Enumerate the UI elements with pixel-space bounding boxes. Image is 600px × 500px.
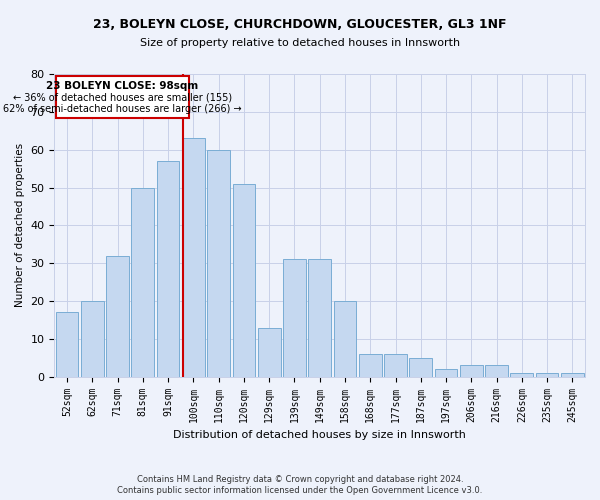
Bar [81,301,104,376]
Bar [511,373,533,376]
Bar [182,138,205,376]
Bar [485,366,508,376]
Bar [131,188,154,376]
Bar [359,354,382,376]
Text: 23, BOLEYN CLOSE, CHURCHDOWN, GLOUCESTER, GL3 1NF: 23, BOLEYN CLOSE, CHURCHDOWN, GLOUCESTER… [93,18,507,30]
FancyBboxPatch shape [56,76,189,118]
Bar [207,150,230,376]
Bar [308,260,331,376]
Text: Contains public sector information licensed under the Open Government Licence v3: Contains public sector information licen… [118,486,482,495]
X-axis label: Distribution of detached houses by size in Innsworth: Distribution of detached houses by size … [173,430,466,440]
Bar [536,373,559,376]
Bar [434,369,457,376]
Bar [283,260,306,376]
Y-axis label: Number of detached properties: Number of detached properties [15,144,25,308]
Text: ← 36% of detached houses are smaller (155): ← 36% of detached houses are smaller (15… [13,92,232,102]
Text: Size of property relative to detached houses in Innsworth: Size of property relative to detached ho… [140,38,460,48]
Bar [233,184,255,376]
Bar [106,256,129,376]
Bar [409,358,432,376]
Bar [460,366,482,376]
Bar [384,354,407,376]
Text: 23 BOLEYN CLOSE: 98sqm: 23 BOLEYN CLOSE: 98sqm [46,81,199,91]
Bar [157,161,179,376]
Text: 62% of semi-detached houses are larger (266) →: 62% of semi-detached houses are larger (… [3,104,242,114]
Bar [561,373,584,376]
Bar [56,312,79,376]
Bar [334,301,356,376]
Bar [258,328,281,376]
Text: Contains HM Land Registry data © Crown copyright and database right 2024.: Contains HM Land Registry data © Crown c… [137,475,463,484]
